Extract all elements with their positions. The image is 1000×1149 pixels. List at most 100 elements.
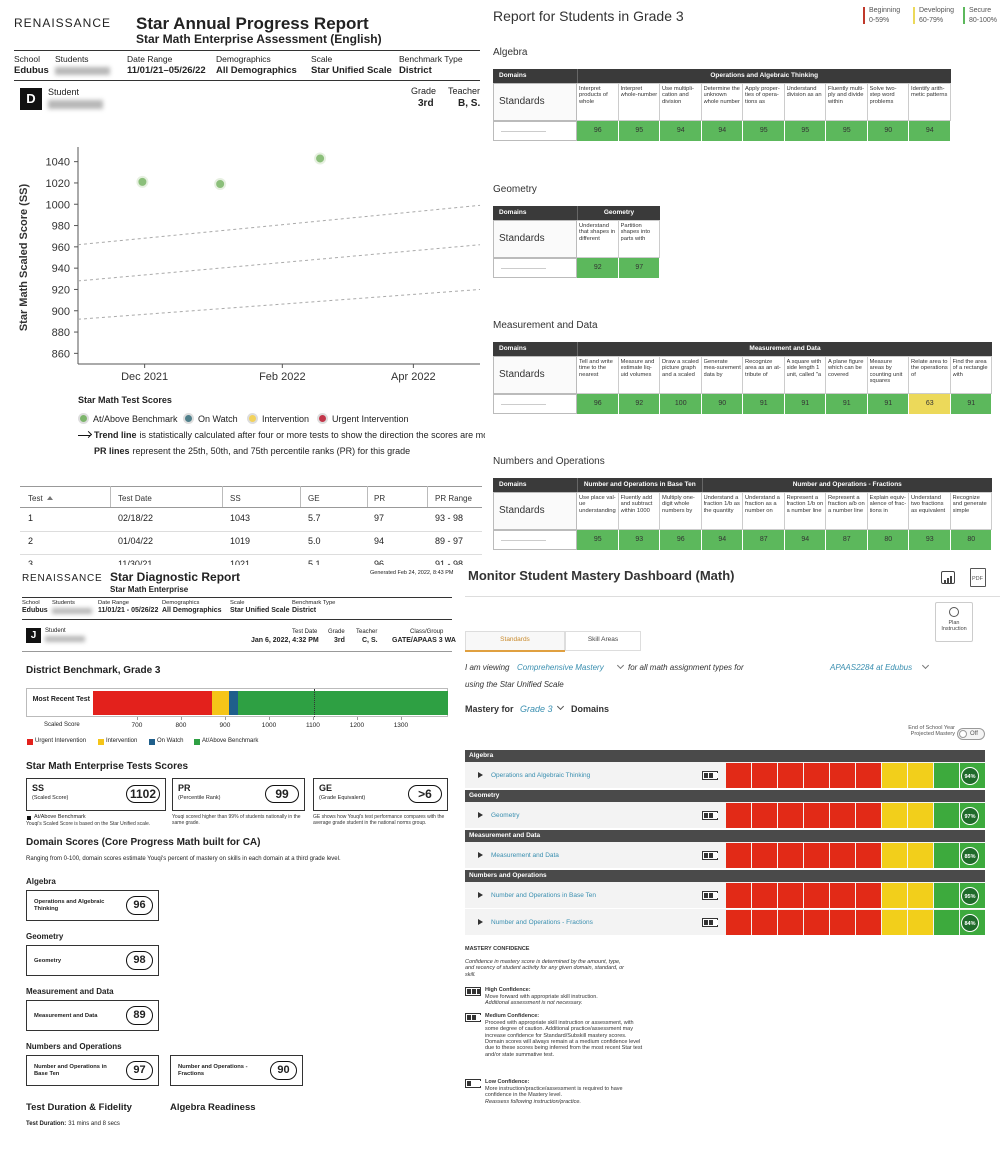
score-value: 95: [801, 127, 810, 134]
score-value: 91: [759, 400, 768, 407]
confidence-icon: [702, 851, 718, 860]
standard-cell: [618, 83, 660, 121]
y-tick-label: 1020: [46, 178, 70, 190]
mastery-scale-cell: [804, 763, 829, 788]
domain-link[interactable]: Number and Operations - Fractions: [491, 919, 593, 926]
standard-cell: [867, 492, 909, 530]
score-cell: [701, 530, 743, 550]
domains-header: Domains: [493, 478, 577, 492]
table-cell: 02/18/22: [118, 513, 154, 523]
plan-label: Plan Instruction: [941, 620, 967, 633]
student-cell: [493, 258, 577, 278]
standard-text: Solve two-step word problems: [869, 86, 897, 105]
legend-swatch: [913, 7, 915, 24]
domain-name: Measurement and Data: [34, 1012, 98, 1019]
standard-text: Represent a fraction a/b on a number lin…: [828, 495, 865, 514]
score-cell: [618, 394, 660, 414]
standard-cell: [826, 83, 868, 121]
mastery-scale-cell: [752, 883, 777, 908]
expand-icon: [478, 772, 483, 778]
standard-text: Apply proper-ties of opera-tions as: [745, 86, 780, 105]
projection-toggle[interactable]: Off: [957, 728, 985, 740]
score-cell: [867, 121, 909, 141]
grade-select[interactable]: Grade 3: [520, 704, 553, 714]
field-label: Student: [45, 628, 66, 634]
score-cell: [867, 394, 909, 414]
legend-title: Star Math Test Scores: [78, 395, 172, 405]
domain-link[interactable]: Measurement and Data: [491, 852, 559, 859]
standard-cell: [784, 492, 826, 530]
score-box: [26, 778, 166, 811]
field-label: Demographics: [216, 54, 271, 64]
domain-link[interactable]: Operations and Algebraic Thinking: [491, 772, 591, 779]
domain-box: [26, 890, 159, 921]
confidence-bar: [477, 989, 481, 994]
arrow-icon: [78, 435, 90, 436]
confidence-bar: [472, 1015, 476, 1020]
score-value: 91: [842, 400, 851, 407]
score-cell: [784, 394, 826, 414]
rule: [20, 554, 482, 555]
arrow-icon: [84, 430, 93, 439]
expand-icon: [478, 812, 483, 818]
plan-instruction-button[interactable]: Plan Instruction: [935, 602, 973, 642]
score-cell: [577, 530, 619, 550]
standard-text: Understand a fraction as a number on: [745, 495, 780, 514]
domain-link[interactable]: Geometry: [491, 812, 520, 819]
section-title: Algebra: [493, 47, 528, 58]
mastery-scale-cell: [908, 763, 933, 788]
standard-text: Recognize and generate simple: [952, 495, 987, 514]
legend-range: 80-100%: [969, 17, 998, 24]
legend-label: On Watch: [157, 738, 184, 744]
field-value: District: [399, 65, 432, 76]
legend-label: On Watch: [198, 414, 238, 424]
confidence-level: High Confidence:: [485, 987, 531, 993]
domain-name: Geometry: [34, 957, 62, 964]
score-cell: [950, 530, 992, 550]
standard-text: Find the area of a rectangle with: [952, 359, 988, 378]
rule: [22, 619, 452, 620]
chart-icon[interactable]: [941, 571, 955, 584]
table-cell: 94: [374, 536, 385, 546]
confidence-bar: [467, 989, 471, 994]
legend-swatch: [27, 739, 33, 745]
confidence-text: Move forward with appropriate skill inst…: [485, 994, 598, 1000]
benchmark-band: [93, 691, 212, 715]
mastery-scale-cell: [804, 803, 829, 828]
score-value: 99: [265, 785, 299, 803]
score-cell: [950, 394, 992, 414]
y-tick-label: 940: [52, 263, 70, 275]
mastery-type-select[interactable]: Comprehensive Mastery: [517, 663, 604, 672]
mastery-scale-cell: [882, 843, 907, 868]
score-label: PR: [178, 783, 191, 793]
score-chart: 860 880 900 920 940 960 980 1000 1020 1040 Dec 202…: [18, 147, 481, 383]
score-value: >6: [408, 785, 442, 803]
pdf-icon[interactable]: PDF: [970, 568, 986, 587]
standard-cell: [867, 83, 909, 121]
field-label: Scale: [230, 600, 245, 606]
tab[interactable]: [565, 631, 641, 651]
expand-icon: [478, 919, 483, 925]
confidence-icon: [465, 1013, 481, 1022]
score-cell: [577, 121, 619, 141]
score-cell: [909, 394, 951, 414]
standard-cell: [950, 356, 992, 394]
table-cell: 1: [28, 513, 34, 523]
standards-label-cell: [493, 83, 577, 121]
pr-line: [77, 244, 481, 282]
report-title: Star Annual Progress Report: [136, 14, 369, 33]
duration-value: 31 mins and 8 secs: [68, 1121, 120, 1127]
domain-link[interactable]: Number and Operations in Base Ten: [491, 892, 597, 899]
class-select[interactable]: APAAS2284 at Edubus: [830, 663, 913, 672]
standard-text: Identify arith-metic patterns: [911, 86, 948, 99]
dropdown-icon: [616, 661, 625, 670]
standard-cell: [577, 83, 619, 121]
mastery-scale-cell: [726, 803, 751, 828]
section-title: Algebra Readiness: [170, 1102, 256, 1113]
redacted-name: [501, 540, 546, 541]
domains-header: Domains: [493, 206, 577, 220]
report-subtitle: Star Math Enterprise Assessment (English…: [136, 32, 382, 46]
score-value: 80: [967, 536, 976, 543]
standard-cell: [909, 492, 951, 530]
field-value: 3rd: [418, 98, 434, 109]
